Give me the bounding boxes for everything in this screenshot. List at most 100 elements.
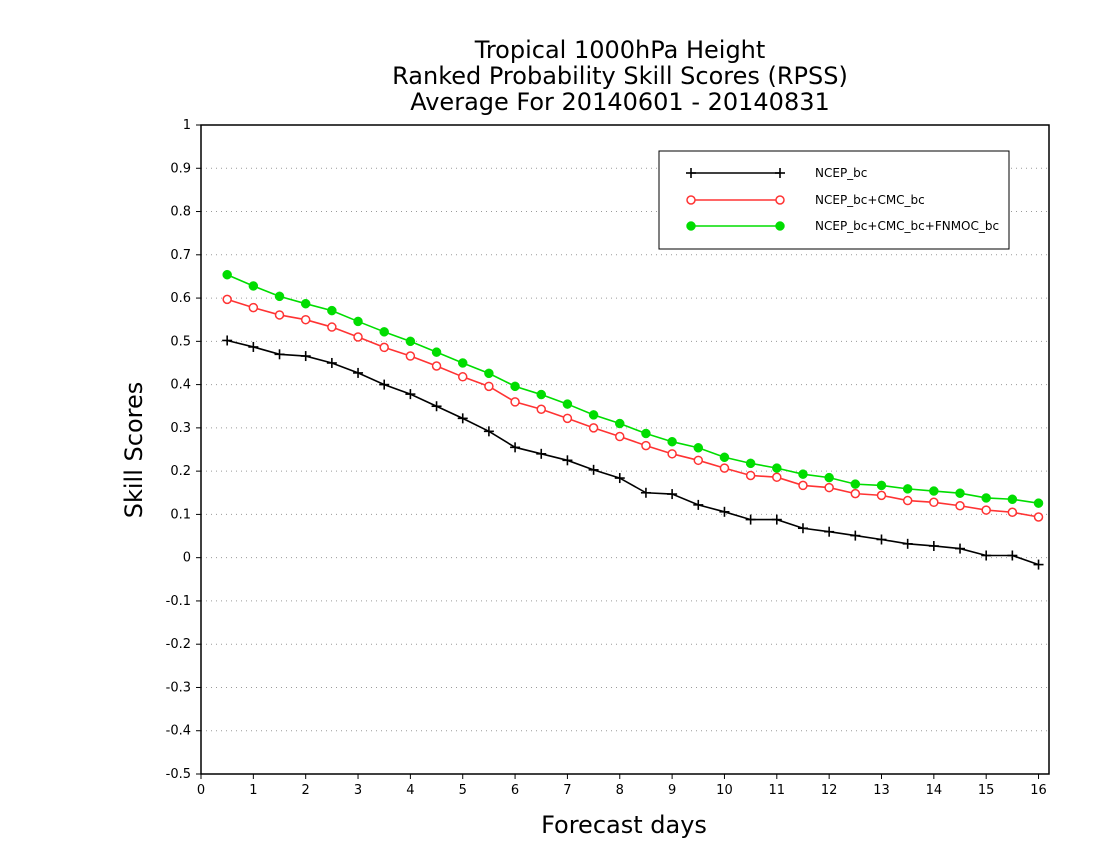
x-tick-label: 13 (873, 783, 890, 798)
data-point (667, 449, 677, 459)
data-point (510, 381, 520, 392)
data-point (1007, 550, 1018, 561)
data-point (562, 455, 573, 466)
x-tick-label: 7 (563, 783, 571, 798)
chart-title-line-2: Ranked Probability Skill Scores (RPSS) (392, 62, 848, 90)
series-line (226, 339, 1039, 566)
data-point (955, 488, 965, 498)
data-point (929, 486, 939, 496)
data-point (876, 480, 887, 491)
data-point (745, 458, 756, 469)
data-point (928, 540, 939, 551)
data-point (981, 505, 991, 515)
data-point (379, 327, 389, 337)
data-point (876, 534, 887, 545)
data-point (222, 335, 233, 346)
data-point (353, 332, 363, 342)
legend-marker (686, 168, 696, 178)
series-2 (222, 294, 1044, 522)
data-point (745, 514, 756, 525)
data-point (405, 336, 416, 347)
y-tick-label: -0.1 (166, 594, 191, 609)
data-point (326, 357, 337, 368)
data-point (876, 490, 887, 501)
data-point (667, 489, 678, 500)
y-tick-label: 0.5 (170, 334, 191, 349)
data-point (510, 442, 521, 453)
data-point (824, 472, 834, 483)
legend-marker (775, 221, 785, 231)
data-point (641, 428, 651, 439)
x-tick-label: 11 (769, 783, 786, 798)
data-point (615, 418, 625, 429)
data-point (222, 294, 232, 305)
series-3 (222, 269, 1044, 508)
y-tick-label: 1 (183, 118, 191, 133)
data-point (274, 291, 285, 302)
y-tick-label: 0.6 (170, 291, 191, 306)
data-point (431, 401, 442, 412)
data-point (693, 499, 704, 510)
chart-title-line-3: Average For 20140601 - 20140831 (410, 88, 830, 116)
data-point (484, 368, 494, 379)
data-point (248, 341, 259, 352)
data-point (719, 452, 730, 463)
legend-marker (775, 168, 785, 178)
legend-label: NCEP_bc+CMC_bc+FNMOC_bc (815, 219, 999, 233)
data-point (274, 310, 285, 320)
x-tick-label: 4 (406, 783, 414, 798)
series-1 (222, 335, 1044, 570)
data-point (929, 497, 939, 508)
x-tick-label: 15 (978, 783, 995, 798)
series-line (226, 298, 1039, 518)
data-point (300, 351, 311, 362)
x-tick-label: 16 (1030, 783, 1047, 798)
data-point (1007, 494, 1018, 505)
data-point (902, 538, 913, 549)
data-point (300, 314, 311, 325)
data-point (798, 469, 808, 479)
y-tick-label: 0.8 (170, 205, 191, 220)
plot-frame (200, 124, 1050, 775)
data-point (379, 342, 389, 353)
y-tick-label: 0.7 (170, 248, 191, 263)
data-point (955, 543, 966, 554)
legend: NCEP_bc NCEP_bc+CMC_bc NCEP_bc+CMC_bc+FNMO… (658, 150, 1010, 250)
data-point (327, 322, 337, 332)
data-point (536, 448, 547, 459)
data-point (536, 404, 546, 415)
data-point (562, 399, 573, 409)
y-tick-label: 0.2 (170, 464, 191, 479)
data-point (274, 349, 285, 360)
data-point (850, 530, 861, 541)
x-axis-ticks: 0 1 2 3 4 5 6 7 8 9 10 11 12 13 14 15 16 (197, 774, 1047, 798)
data-point (484, 381, 494, 392)
data-point (536, 389, 546, 400)
data-point (562, 413, 573, 424)
data-point (641, 440, 651, 451)
data-point (955, 500, 965, 511)
y-tick-label: -0.2 (166, 637, 191, 652)
data-point (902, 495, 913, 506)
data-point (379, 379, 390, 390)
chart-title: Tropical 1000hPa Height Ranked Probabili… (392, 36, 848, 116)
y-axis-title: Skill Scores (120, 382, 148, 519)
data-point (222, 269, 232, 280)
y-tick-label: -0.5 (166, 767, 191, 782)
y-tick-label: 0.9 (170, 161, 191, 176)
data-point (248, 302, 259, 313)
data-point (745, 470, 756, 481)
data-point (1033, 498, 1044, 508)
x-tick-label: 8 (616, 783, 624, 798)
data-point (483, 426, 494, 437)
data-point (588, 423, 599, 433)
data-point (457, 413, 468, 424)
y-tick-label: -0.3 (166, 680, 191, 695)
data-point (588, 464, 599, 475)
data-point (824, 526, 835, 537)
x-tick-label: 9 (668, 783, 676, 798)
data-point (693, 443, 704, 453)
data-point (797, 523, 808, 534)
data-point (850, 479, 861, 489)
